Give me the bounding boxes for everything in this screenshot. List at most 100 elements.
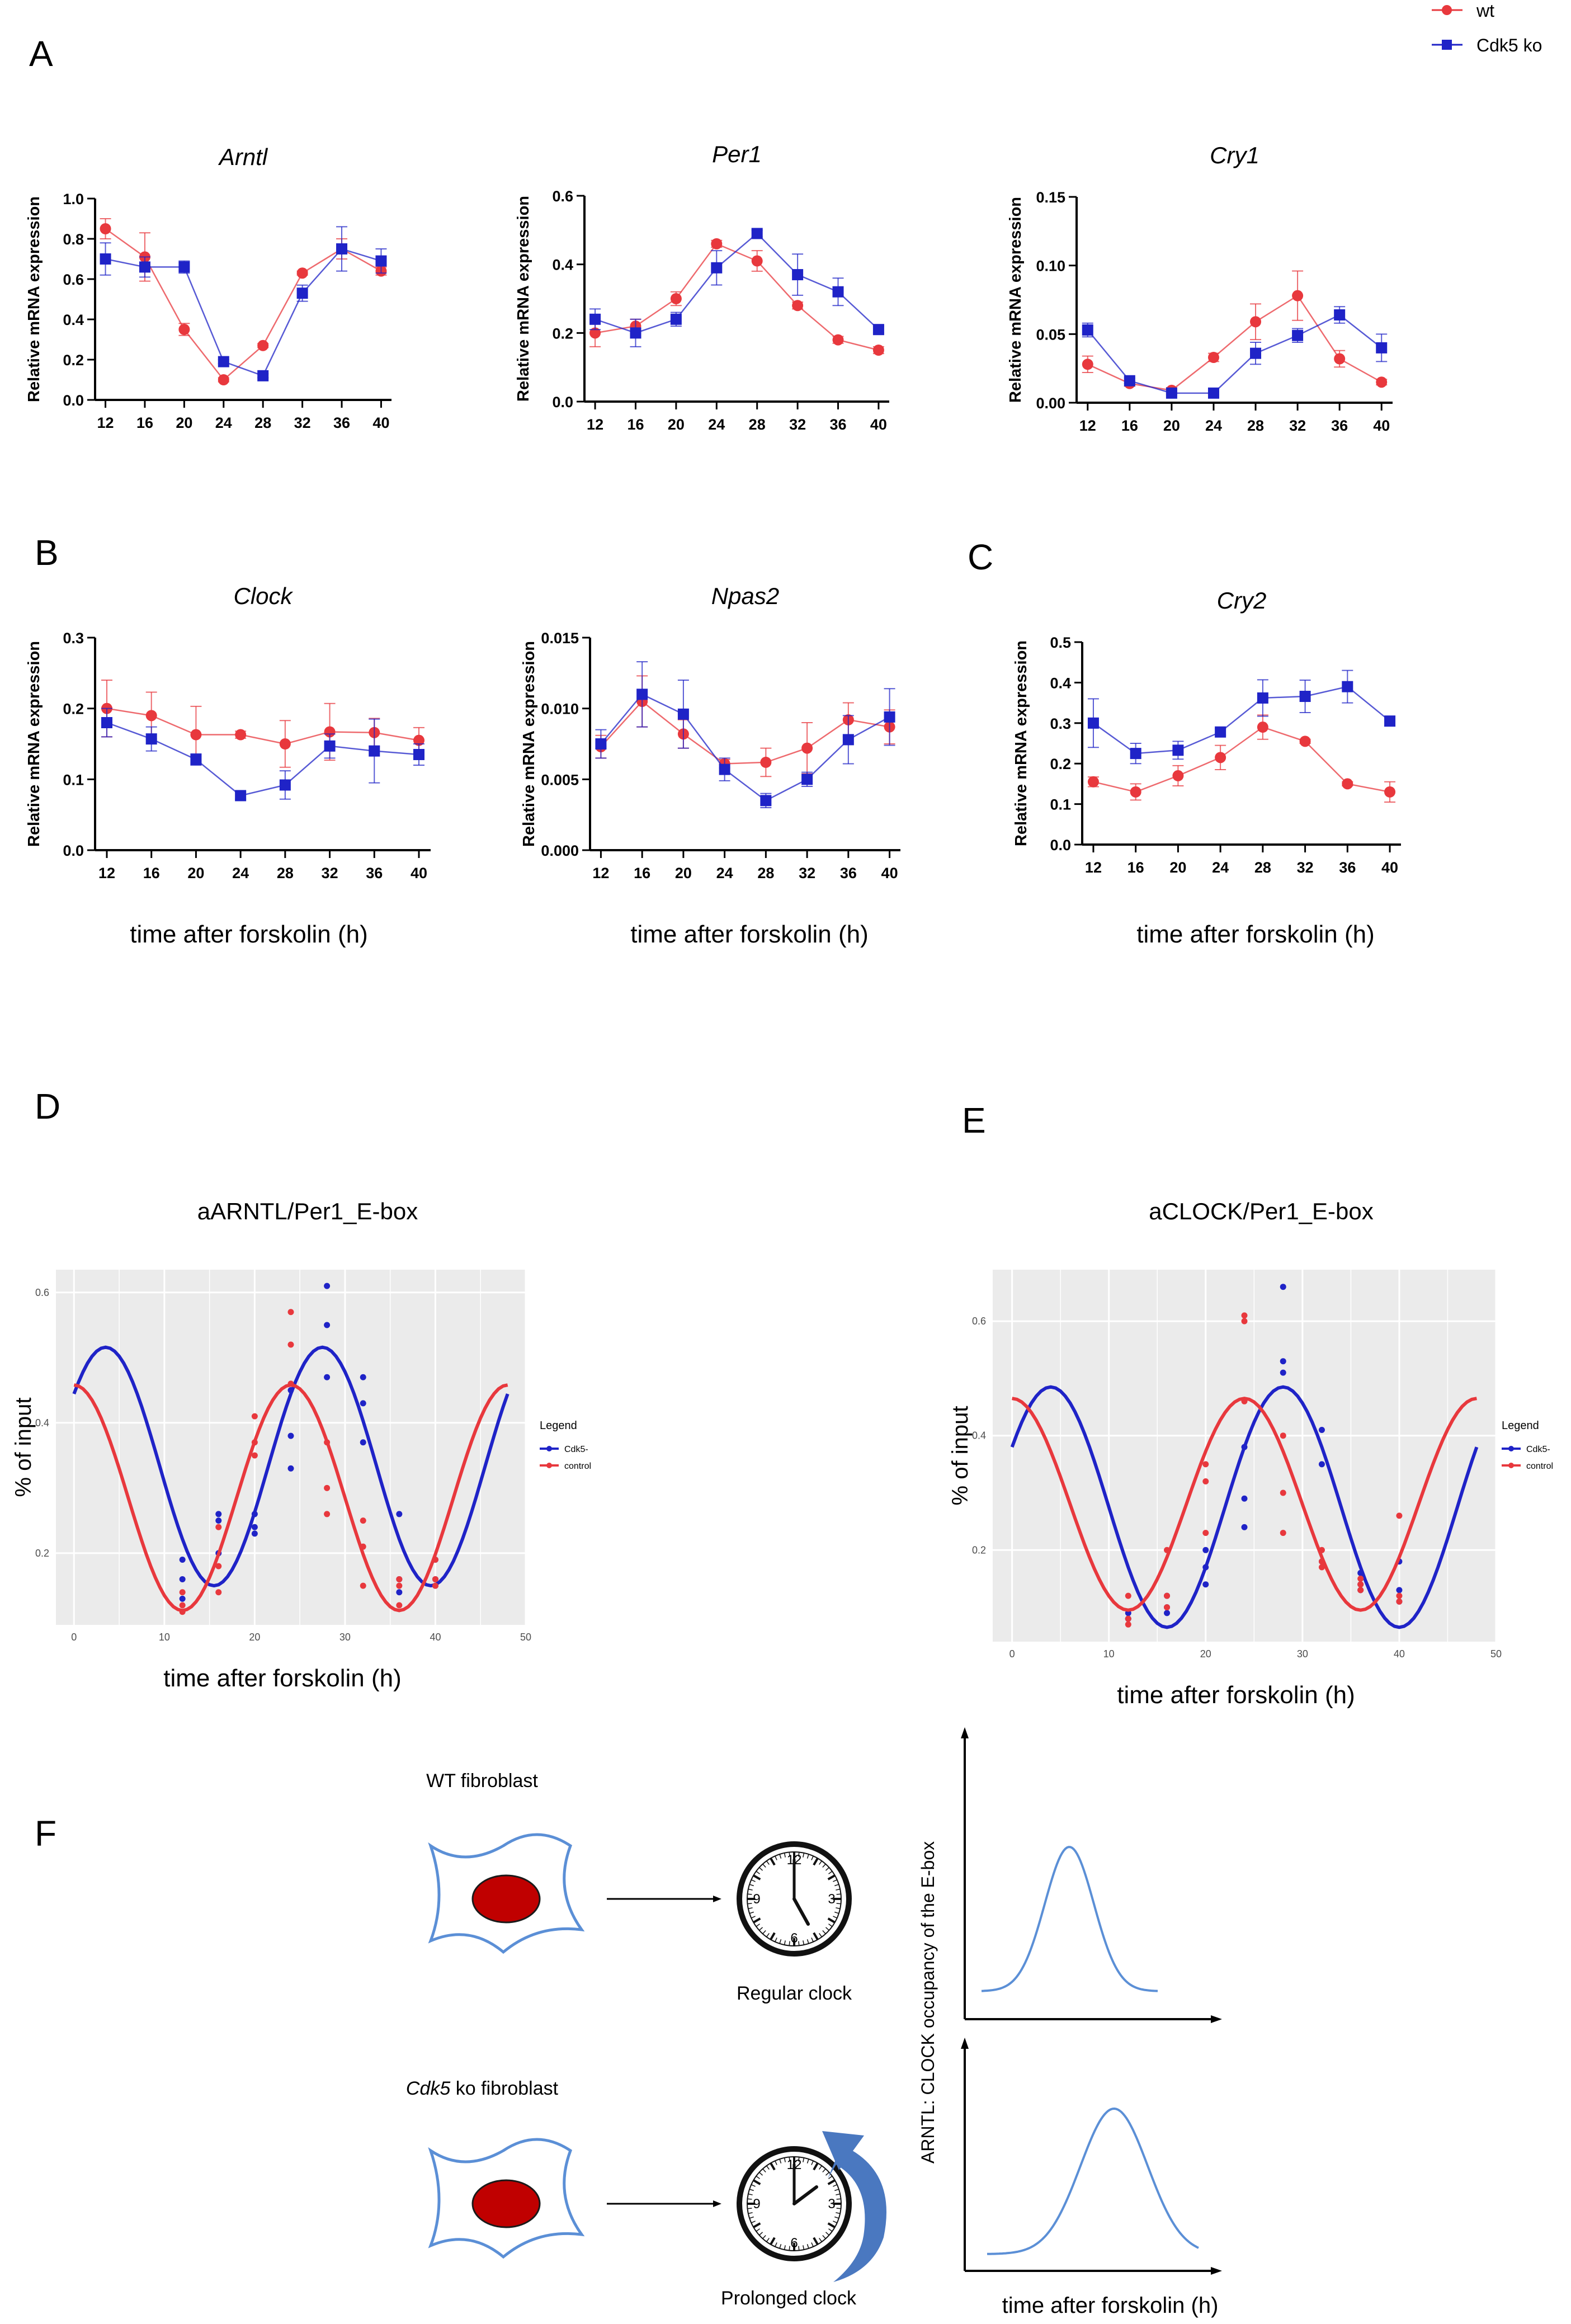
y-tick-label: 1.0 xyxy=(63,191,84,208)
clock-tick xyxy=(819,1860,822,1865)
data-point-ko xyxy=(1082,324,1093,336)
data-point-ko xyxy=(1342,681,1353,692)
clock2-number-3: 3 xyxy=(828,2196,835,2212)
wt-nucleus xyxy=(471,1874,541,1924)
xlabel-npas2: time after forskolin (h) xyxy=(630,921,868,948)
plot-panel-background xyxy=(993,1270,1496,1642)
panel-letter-a: A xyxy=(29,34,53,74)
x-tick-label: 24 xyxy=(1205,417,1222,434)
data-point-wt xyxy=(1292,290,1304,301)
chart-arntl: Arntl 0.0 0.2 0.4 0.6 0.8 1.0 12 16 20 24 28 32 36 40 R… xyxy=(25,144,391,431)
scatter-point xyxy=(1318,1564,1325,1571)
x-tick-label: 40 xyxy=(1394,1648,1405,1660)
data-point-ko xyxy=(595,738,607,749)
chart-title: Per1 xyxy=(712,141,762,167)
scatter-point xyxy=(251,1413,258,1420)
y-tick-label: 0.0 xyxy=(63,842,84,859)
x-tick-label: 24 xyxy=(716,865,733,881)
clock-number-9: 9 xyxy=(753,1892,760,1907)
clock-tick xyxy=(827,1874,836,1880)
x-tick-label: 20 xyxy=(176,414,192,431)
x-tick-label: 40 xyxy=(1373,417,1390,434)
clock-tick xyxy=(828,1924,833,1927)
clock-tick xyxy=(834,2216,839,2219)
scatter-point xyxy=(1280,1358,1286,1365)
y-tick-label: 0.010 xyxy=(541,701,579,718)
data-point-wt xyxy=(792,300,804,312)
chart-cry2: Cry2 0.0 0.1 0.2 0.3 0.4 0.5 12 16 20 24 28 32 36 40 Re… xyxy=(1012,587,1401,876)
data-point-wt xyxy=(218,374,229,385)
data-point-wt xyxy=(1215,752,1226,763)
scatter-point xyxy=(1202,1564,1209,1571)
scatter-point xyxy=(1280,1530,1286,1536)
data-point-ko xyxy=(630,327,641,339)
clock-tick xyxy=(784,2157,786,2162)
clock-tick xyxy=(775,2160,777,2165)
data-point-ko xyxy=(1166,387,1177,399)
series-line-wt xyxy=(106,708,419,745)
scatter-point xyxy=(1125,1621,1131,1628)
y-tick-label: 0.2 xyxy=(63,352,84,369)
chart-title: Arntl xyxy=(218,144,268,170)
clock-hour-hand xyxy=(792,1897,810,1926)
scatter-point xyxy=(287,1341,294,1348)
x-tick-label: 36 xyxy=(829,416,846,433)
clock-tick xyxy=(766,2238,770,2242)
chart-per1: Per1 0.0 0.2 0.4 0.6 12 16 20 24 28 32 36 40 Relative… xyxy=(515,141,889,433)
data-point-ko xyxy=(369,745,380,757)
clock-tick xyxy=(756,2176,760,2179)
series-line-wt xyxy=(1093,726,1390,793)
x-tick-label: 28 xyxy=(1247,417,1264,434)
y-tick-label: 0.6 xyxy=(552,188,573,205)
data-point-ko xyxy=(218,356,229,367)
data-point-wt xyxy=(801,742,813,754)
x-tick-label: 20 xyxy=(1163,417,1180,434)
legend-wt-label: wt xyxy=(1476,1,1494,21)
data-point-ko xyxy=(842,734,854,746)
legend-key-dot xyxy=(546,1463,552,1468)
y-tick-label: 0.00 xyxy=(1036,395,1065,412)
x-tick-label: 50 xyxy=(1490,1648,1502,1660)
legend-entry: Cdk5- xyxy=(564,1445,588,1454)
x-tick-label: 40 xyxy=(411,865,427,881)
data-point-ko xyxy=(190,753,202,765)
x-tick-label: 30 xyxy=(339,1632,351,1643)
data-point-wt xyxy=(1257,722,1268,733)
x-tick-label: 24 xyxy=(215,414,232,431)
scatter-point xyxy=(1202,1581,1209,1588)
clock-tick xyxy=(770,1858,776,1866)
x-tick-label: 24 xyxy=(232,865,249,881)
series-line-wt xyxy=(600,700,890,765)
legend-ko-marker xyxy=(1442,40,1452,50)
prolong-curved-arrow-icon xyxy=(828,2145,886,2282)
data-point-wt xyxy=(751,255,763,267)
x-tick-label: 40 xyxy=(870,416,887,433)
x-tick-label: 28 xyxy=(749,416,766,433)
y-tick-label: 0.1 xyxy=(63,771,84,788)
data-point-ko xyxy=(336,243,348,254)
clock-tick xyxy=(775,1938,777,1943)
y-tick-label: 0.0 xyxy=(552,394,573,411)
data-point-wt xyxy=(324,726,336,738)
scatter-point xyxy=(1357,1569,1364,1576)
data-point-wt xyxy=(279,738,291,749)
clock-tick xyxy=(822,1930,826,1934)
ko-arrow-head xyxy=(713,2200,721,2207)
scatter-point xyxy=(1318,1547,1325,1553)
clock-tick xyxy=(751,1879,756,1882)
y-axis-label: Relative mRNA expression xyxy=(25,641,43,847)
x-tick-label: 20 xyxy=(1200,1648,1211,1660)
y-tick-label: 0.0 xyxy=(1050,837,1071,854)
y-tick-label: 0.15 xyxy=(1036,189,1065,206)
y-tick-label: 0.4 xyxy=(1050,675,1071,691)
scatter-point xyxy=(1280,1284,1286,1290)
x-tick-label: 36 xyxy=(1331,417,1348,434)
x-tick-label: 50 xyxy=(520,1632,531,1643)
scatter-point xyxy=(396,1589,403,1596)
scatter-point xyxy=(1396,1587,1403,1594)
schematic-y-label: ARNTL: CLOCK occupancy of the E-box xyxy=(918,1841,938,2163)
y-tick-label: 0.2 xyxy=(35,1548,49,1559)
y-tick-label: 0.3 xyxy=(1050,715,1071,732)
data-point-wt xyxy=(1334,353,1346,365)
clock-tick xyxy=(759,2232,763,2236)
